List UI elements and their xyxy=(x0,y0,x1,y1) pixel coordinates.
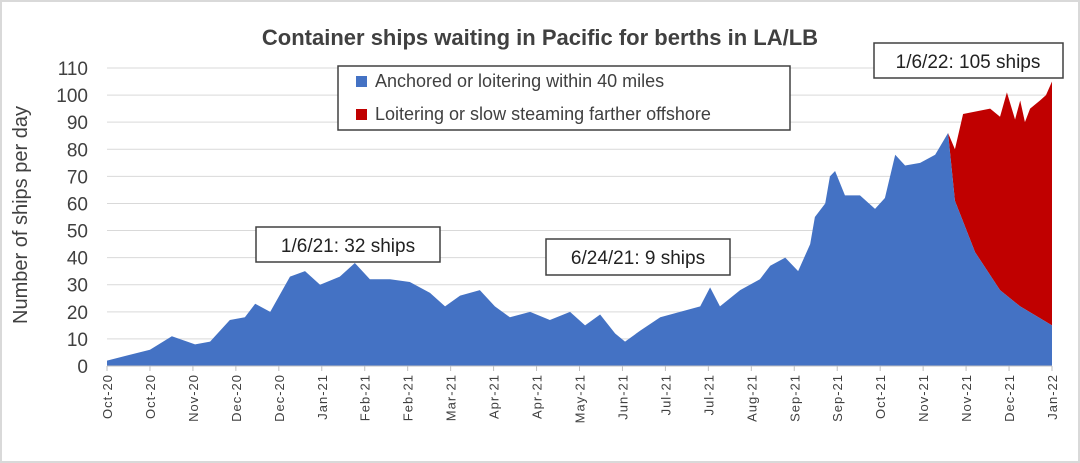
x-tick-label: Nov-20 xyxy=(186,374,201,422)
legend-swatch-blue xyxy=(356,76,367,87)
y-tick-label: 90 xyxy=(67,113,88,134)
y-tick-label: 20 xyxy=(67,303,88,324)
legend: Anchored or loitering within 40 miles Lo… xyxy=(337,65,791,131)
annotation-jan22: 1/6/22: 105 ships xyxy=(873,42,1064,79)
chart-title: Container ships waiting in Pacific for b… xyxy=(262,25,818,50)
y-tick-label: 50 xyxy=(67,222,88,243)
y-axis-label: Number of ships per day xyxy=(10,106,32,324)
plot-areas xyxy=(107,81,1052,366)
y-tick-label: 30 xyxy=(67,276,88,297)
x-tick-label: Apr-21 xyxy=(530,374,545,419)
annotation-text: 6/24/21: 9 ships xyxy=(571,248,705,269)
x-axis-ticks: Oct-20 Oct-20 Nov-20 Dec-20 Dec-20 Jan-21 Feb-… xyxy=(100,366,1060,423)
x-tick-label: Feb-21 xyxy=(358,374,373,421)
y-tick-label: 60 xyxy=(67,194,88,215)
x-tick-label: Oct-21 xyxy=(873,374,888,419)
x-tick-label: Jul-21 xyxy=(701,374,716,415)
y-tick-label: 100 xyxy=(56,86,88,107)
legend-swatch-red xyxy=(356,109,367,120)
annotation-text: 1/6/21: 32 ships xyxy=(281,236,415,257)
x-tick-label: Apr-21 xyxy=(487,374,502,419)
x-tick-label: Dec-20 xyxy=(229,374,244,422)
x-tick-label: Nov-21 xyxy=(916,374,931,422)
x-tick-label: Nov-21 xyxy=(959,374,974,422)
area-anchored xyxy=(107,133,1052,366)
annotation-box xyxy=(255,226,441,263)
x-tick-label: Jul-21 xyxy=(658,374,673,415)
annotation-jan21: 1/6/21: 32 ships xyxy=(255,226,441,263)
annotation-jun21: 6/24/21: 9 ships xyxy=(545,238,731,276)
x-tick-label: Oct-20 xyxy=(100,374,115,419)
x-tick-label: Oct-20 xyxy=(143,374,158,419)
x-tick-label: Dec-20 xyxy=(272,374,287,422)
x-tick-label: Dec-21 xyxy=(1002,374,1017,422)
x-tick-label: Jan-21 xyxy=(315,374,330,420)
x-tick-label: Aug-21 xyxy=(744,374,759,422)
y-tick-label: 0 xyxy=(77,357,88,378)
legend-label-anchored: Anchored or loitering within 40 miles xyxy=(375,71,664,91)
legend-box xyxy=(337,65,791,131)
annotation-text: 1/6/22: 105 ships xyxy=(896,52,1041,73)
y-tick-label: 80 xyxy=(67,140,88,161)
y-axis-ticks: 0 10 20 30 40 50 60 70 80 90 100 110 xyxy=(56,59,88,378)
y-tick-label: 40 xyxy=(67,249,88,270)
x-tick-label: Sep-21 xyxy=(787,374,802,422)
annotation-box xyxy=(873,42,1064,79)
x-tick-label: Jun-21 xyxy=(615,374,630,420)
x-tick-label: May-21 xyxy=(573,374,588,423)
y-tick-label: 70 xyxy=(67,167,88,188)
legend-label-offshore: Loitering or slow steaming farther offsh… xyxy=(375,104,711,124)
x-tick-label: Mar-21 xyxy=(444,374,459,421)
y-tick-label: 110 xyxy=(58,59,88,80)
x-tick-label: Feb-21 xyxy=(401,374,416,421)
x-tick-label: Sep-21 xyxy=(830,374,845,422)
annotation-box xyxy=(545,238,731,276)
x-tick-label: Jan-22 xyxy=(1045,374,1060,420)
area-offshore xyxy=(948,81,1052,326)
y-tick-label: 10 xyxy=(67,330,88,351)
